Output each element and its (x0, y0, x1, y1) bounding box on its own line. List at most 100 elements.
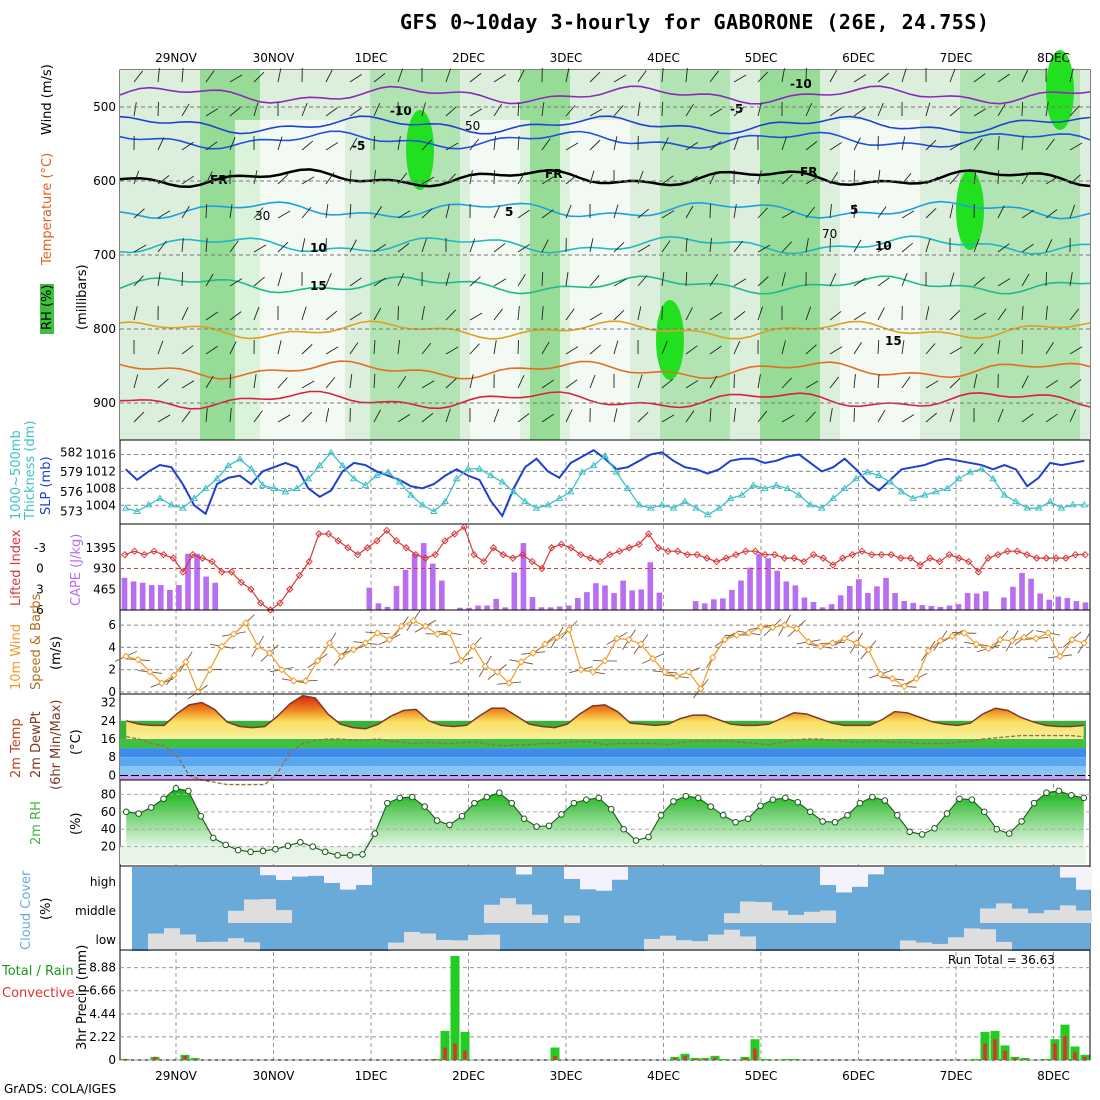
li-point (654, 544, 663, 552)
li-tick: -3 (34, 541, 46, 555)
rh-point (222, 841, 230, 849)
thickness-point (920, 491, 929, 498)
cloud-cover-panel: high middle low (75, 865, 1092, 951)
li-point (732, 550, 740, 559)
rh-contour-label: 50 (465, 119, 480, 133)
rh-point (334, 852, 341, 859)
cape-bar (511, 572, 518, 610)
wind-barb (517, 101, 520, 117)
wind-speed-point (122, 652, 130, 661)
pressure-tick: 900 (93, 396, 116, 410)
wind-barb (349, 312, 363, 321)
wind-barb (997, 340, 1001, 355)
cape-bar (837, 595, 844, 610)
wind-barb (1069, 308, 1079, 321)
precip-convective-bar (183, 1055, 187, 1060)
rh-saturated-cell (956, 170, 984, 250)
thickness-tick: 576 (60, 485, 83, 499)
wind-barb (157, 414, 171, 423)
isotherm-label: 15 (310, 279, 327, 293)
thickness-tick: 582 (60, 446, 83, 460)
wind-barb (853, 169, 856, 185)
rh-point (645, 833, 652, 841)
thickness-point (133, 507, 142, 514)
precip-total-bar (720, 1058, 730, 1060)
thickness-point (475, 464, 484, 472)
cape-bar (384, 606, 391, 610)
cape-bar (139, 582, 146, 610)
cape-bar (783, 581, 790, 610)
wind-barb (373, 340, 376, 355)
isotherm-line (119, 320, 1091, 340)
isotherm-line (119, 168, 1091, 188)
precip-convective-bar (1053, 1043, 1057, 1060)
thickness-tick: 579 (60, 465, 83, 479)
li-point (829, 561, 837, 569)
cape-bar (946, 605, 953, 610)
li-point (615, 547, 624, 555)
wind-barb (973, 374, 978, 389)
rh-point (670, 798, 677, 805)
cape-bar (1028, 578, 1034, 610)
cape-bar (638, 589, 645, 610)
wind-barb (733, 311, 746, 321)
thickness-point (235, 455, 244, 462)
cape-bar (185, 553, 191, 610)
slp-tick: 1012 (85, 464, 116, 478)
cloud-gap (388, 942, 404, 951)
date-label-top: 8DEC (1037, 51, 1070, 65)
wind-barb (829, 204, 832, 219)
date-label-bottom: 8DEC (1037, 1069, 1070, 1083)
millibars-label: (millibars) (75, 264, 90, 330)
wind-barb (853, 74, 867, 83)
wind-barb (205, 375, 214, 389)
wind-barb (877, 277, 890, 287)
wind-barb (133, 102, 137, 117)
cloud-gap (676, 940, 692, 951)
precip-total-bar (460, 1031, 470, 1060)
cape-bar (402, 569, 409, 610)
li-point (344, 544, 352, 552)
slp-tick: 1016 (85, 447, 116, 461)
wind-speed-point (242, 619, 250, 627)
rh-point (1030, 799, 1038, 807)
cloud-gap (276, 910, 292, 923)
li-point (722, 554, 730, 562)
wind-barb (589, 312, 603, 321)
li-point (198, 554, 207, 562)
li-point (955, 554, 963, 562)
wind-speed-point (625, 635, 633, 644)
rh-point (794, 798, 802, 806)
wind-barb (397, 136, 401, 151)
rh-point (906, 828, 913, 836)
wind-barb (997, 408, 1004, 423)
wind-barb (517, 69, 525, 83)
precip-tick: 6.66 (89, 984, 116, 998)
rh-point (918, 831, 926, 838)
precip-convective-bar (553, 1055, 557, 1060)
cloud-gap (564, 867, 580, 879)
wind-barb (1021, 136, 1024, 151)
li-point (693, 550, 701, 559)
isotherm-label: 15 (885, 334, 902, 348)
temp-band (120, 739, 1086, 749)
wind-barb (877, 244, 891, 253)
thickness-axis-label: 1000~500mb (9, 430, 24, 520)
wind-barb (541, 271, 544, 287)
thickness-point (395, 478, 404, 485)
wind-barb (949, 68, 956, 83)
wind-barb (133, 244, 147, 253)
wind-speed-point (637, 640, 645, 648)
wind-barb (901, 136, 906, 151)
thickness-point (760, 484, 769, 492)
wind-barb (901, 242, 914, 253)
date-label-top: 4DEC (647, 51, 680, 65)
li-point (334, 537, 342, 545)
wind-barb (709, 70, 719, 83)
rh-point (769, 796, 777, 803)
wind-barb (277, 68, 282, 83)
wind-speed-point (721, 635, 729, 644)
wind-barb (997, 169, 1000, 185)
cape-bar (602, 585, 608, 610)
wind-barb (1021, 69, 1029, 83)
